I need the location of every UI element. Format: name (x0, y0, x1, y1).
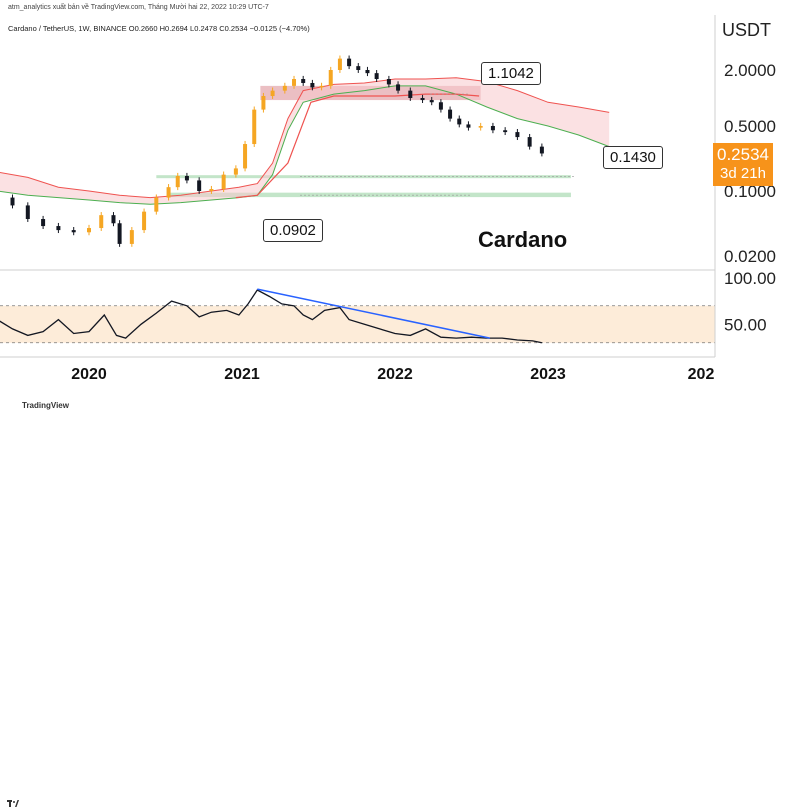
callout-0-0902: 0.0902 (263, 219, 323, 242)
candle-body (301, 79, 306, 83)
candle-body (356, 66, 361, 70)
rsi-tick-label: 100.00 (724, 269, 776, 288)
candle-body (408, 90, 413, 98)
candle-body (56, 226, 61, 231)
rsi-panel (0, 288, 715, 344)
rsi-band (0, 305, 715, 343)
x-tick-labels: 2020 2021 2022 2023 202 (71, 366, 714, 383)
symbol-ohlc-line: Cardano / TetherUS, 1W, BINANCE O0.2660 … (8, 24, 310, 33)
candle-body (466, 124, 471, 128)
candle-body (515, 132, 520, 138)
ichimoku-cloud-layer (0, 77, 610, 205)
x-tick-label: 2021 (224, 366, 260, 383)
y-tick-label: 0.5000 (724, 117, 776, 136)
candle-body (282, 85, 287, 91)
candle-body (539, 146, 544, 154)
candle-body (328, 70, 333, 86)
candle-body (365, 70, 370, 74)
candle-body (448, 109, 453, 119)
candle-body (527, 137, 532, 147)
candle-body (310, 82, 315, 88)
kijun-line-layer (235, 93, 480, 199)
candle-body (252, 109, 257, 145)
rsi-line (0, 289, 543, 344)
candle-body (243, 144, 248, 169)
cloud-lower-edge (0, 85, 610, 205)
zone-1 (156, 175, 571, 179)
y-tick-label: 2.0000 (724, 61, 776, 80)
candle-body (292, 79, 297, 86)
candle-body (396, 84, 401, 91)
candle-body (129, 230, 134, 244)
candle-body (184, 176, 189, 181)
candle-body (319, 85, 324, 88)
candle-body (25, 205, 30, 220)
candle-body (99, 215, 104, 229)
y-tick-label: 0.1000 (724, 182, 776, 201)
candle-body (111, 215, 116, 224)
bar-countdown: 3d 21h (720, 165, 766, 182)
tick-labels: 2.0000 0.5000 0.1000 0.0200 100.00 50.00 (724, 61, 776, 334)
candle-body (438, 102, 443, 110)
candle-body (175, 176, 180, 188)
candle-body (166, 187, 171, 198)
candle-body (337, 58, 342, 70)
candle-body (478, 126, 483, 128)
y-tick-label: 0.0200 (724, 247, 776, 266)
current-price: 0.2534 (717, 145, 769, 164)
candle-body (87, 228, 91, 233)
candle-body (270, 90, 275, 97)
candle-body (221, 174, 226, 190)
callout-0-1430: 0.1430 (603, 146, 663, 169)
candle-body (233, 168, 238, 175)
candle-body (197, 180, 202, 192)
candle-body (347, 58, 352, 67)
candle-body (261, 96, 266, 110)
x-tick-label: 2020 (71, 366, 107, 383)
current-price-tag: 0.2534 3d 21h (713, 143, 773, 186)
candle-body (41, 219, 46, 227)
currency-label: USDT (722, 20, 771, 40)
candle-body (209, 189, 214, 192)
chart-title: Cardano (478, 227, 568, 252)
footer: TradingView (0, 398, 800, 807)
callout-1-1042: 1.1042 (481, 62, 541, 85)
kijun-line (235, 93, 480, 199)
tradingview-logo-icon (7, 800, 19, 807)
cloud-fill (0, 77, 610, 205)
candle-body (142, 211, 147, 231)
candle-body (10, 197, 15, 206)
candle-body (117, 223, 122, 244)
candles-layer (10, 55, 575, 247)
candle-body (374, 73, 379, 80)
rsi-tick-label: 50.00 (724, 315, 767, 334)
rsi-trend-line (257, 288, 491, 339)
x-tick-label: 2022 (377, 366, 413, 383)
publisher-header: atm_analytics xuất bản về TradingView.co… (0, 0, 800, 18)
candle-body (457, 118, 462, 125)
publisher-text: atm_analytics xuất bản về TradingView.co… (8, 4, 269, 11)
candle-body (490, 126, 495, 131)
candle-body (71, 230, 76, 233)
candle-body (386, 79, 391, 85)
candle-body (420, 98, 425, 101)
x-tick-label: 202 (688, 366, 715, 383)
candle-body (429, 100, 434, 103)
x-tick-label: 2023 (530, 366, 566, 383)
candle-body (154, 197, 159, 212)
candle-body (503, 130, 508, 133)
footer-brand: TradingView (22, 401, 69, 410)
